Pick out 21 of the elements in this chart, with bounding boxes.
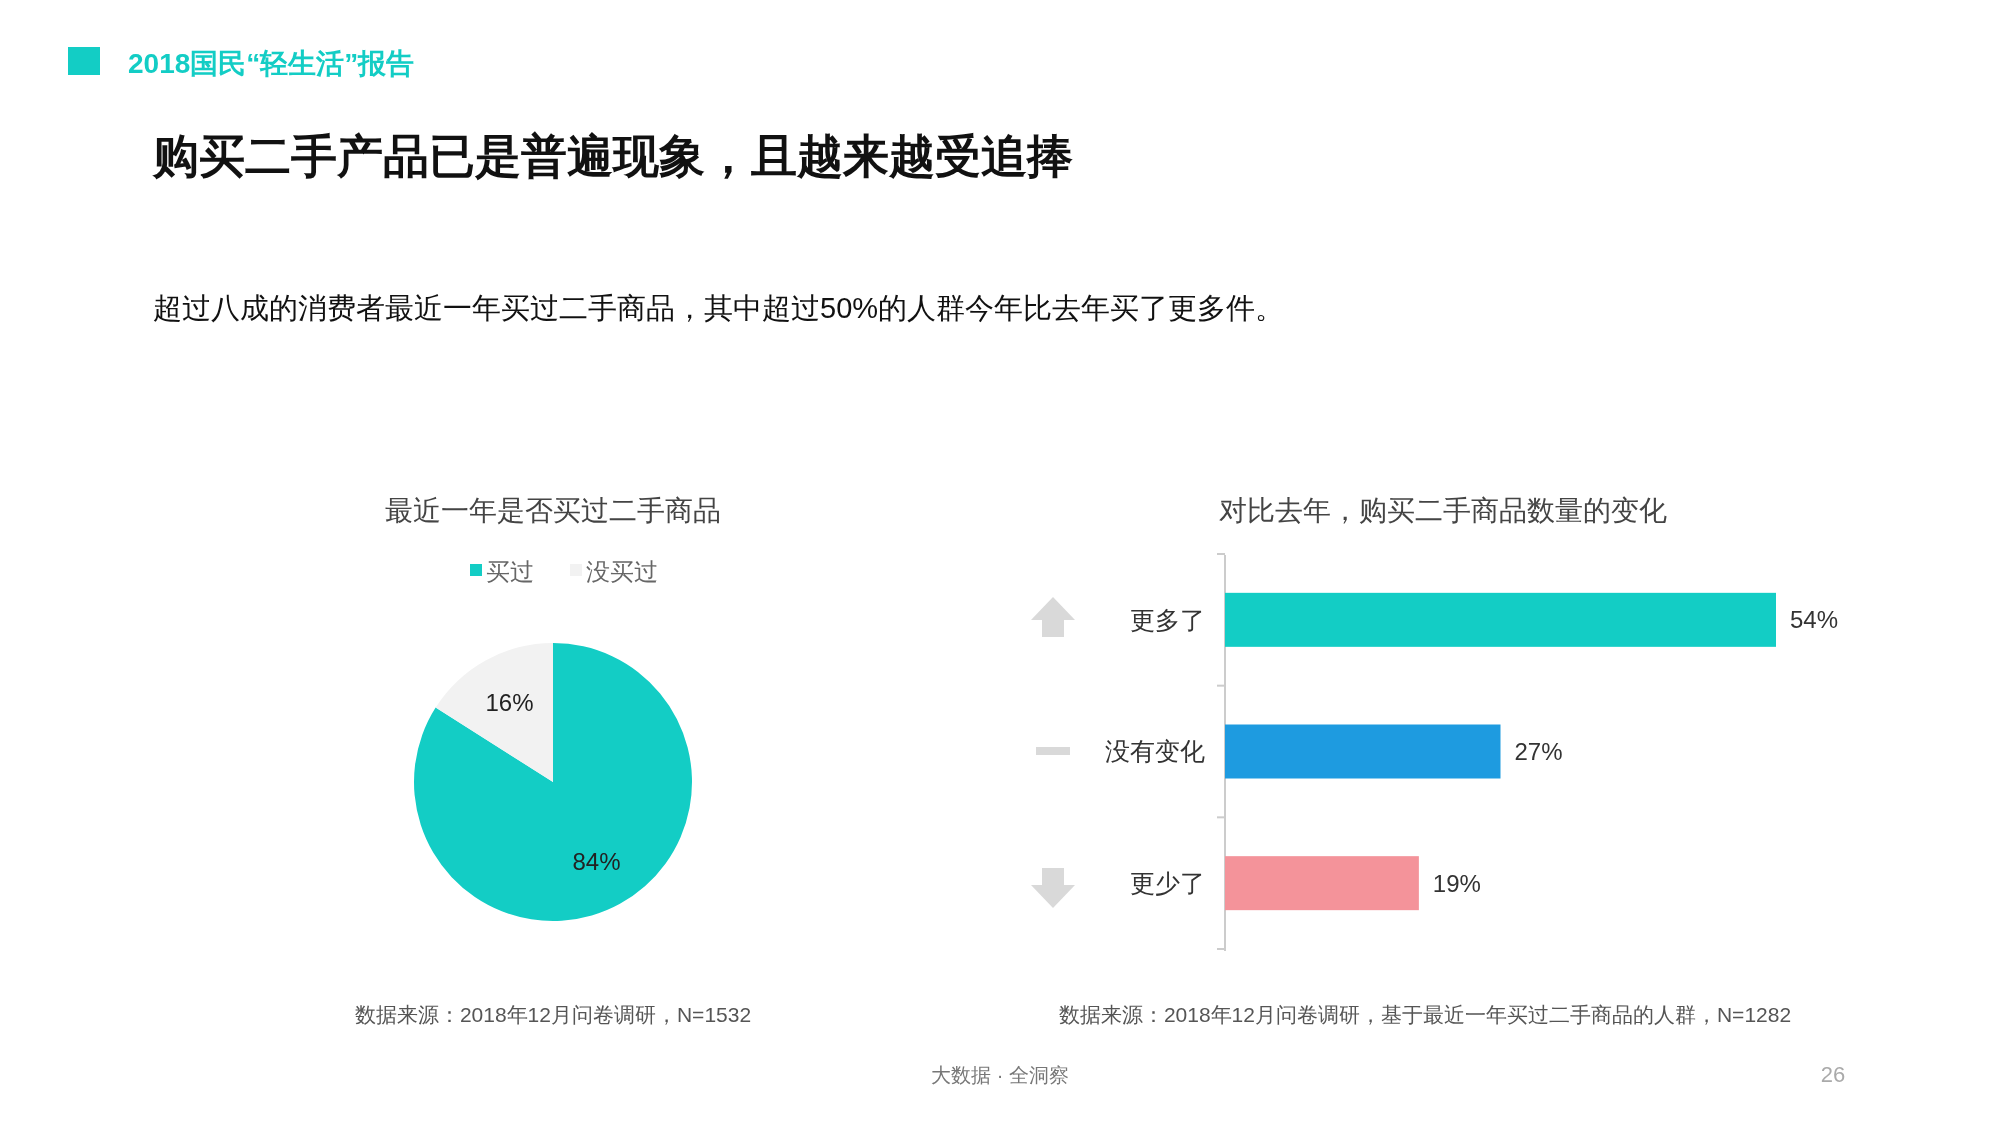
legend-label: 买过 [486, 558, 534, 585]
text: 2018国民“轻生活”报告 [128, 48, 415, 79]
source-note: 数据来源：2018年12月问卷调研，N=1532 [354, 1003, 752, 1026]
y-tick-label: 没有变化 [1105, 737, 1205, 766]
data-label: 84% [572, 847, 621, 875]
pie-slice [435, 643, 553, 782]
text: 超过八成的消费者最近一年买过二手商品，其中超过50%的人群今年比去年买了更多件。 [153, 292, 1285, 324]
legend-label: 没买过 [586, 558, 658, 585]
data-label: 54% [1790, 606, 1839, 634]
y-tick-label: 更少了 [1130, 868, 1205, 897]
y-tick-label: 更多了 [1130, 605, 1205, 634]
source-note: 数据来源：2018年12月问卷调研，基于最近一年买过二手商品的人群，N=1282 [1058, 1003, 1792, 1026]
pie-slice [414, 643, 692, 921]
data-label: 27% [1514, 737, 1563, 765]
text: 购买二手产品已是普遍现象，且越来越受追捧 [152, 130, 1073, 182]
text: 26 [1820, 1062, 1846, 1087]
chart-title: 最近一年是否买过二手商品 [385, 495, 721, 526]
data-label: 19% [1432, 869, 1481, 897]
text: 大数据 · 全洞察 [931, 1064, 1069, 1086]
data-label: 16% [485, 689, 534, 717]
chart-title: 对比去年，购买二手商品数量的变化 [1219, 495, 1667, 526]
